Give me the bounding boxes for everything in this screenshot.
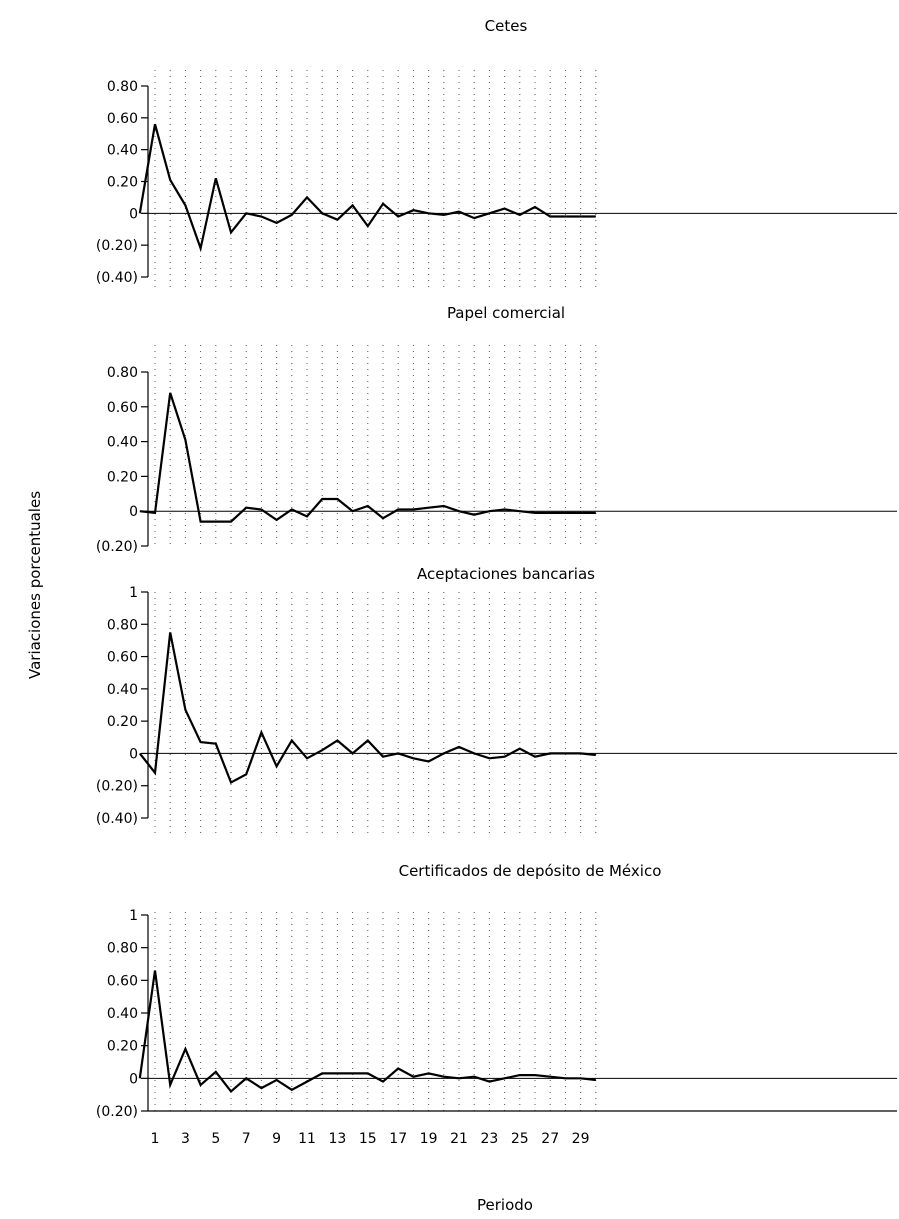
x-axis-ticks: 1 3 5 7 9 11 13 15 17 19 21 23 25 27 29 [151, 1131, 590, 1147]
y-axis-label: Variaciones porcentuales [26, 491, 44, 679]
y-tick-label: 0.20 [107, 714, 138, 730]
x-axis-label: Periodo [477, 1196, 533, 1214]
y-tick-label: 0 [129, 1071, 138, 1087]
y-tick-label: 0 [129, 206, 138, 222]
y-tick-label: 0.20 [107, 175, 138, 191]
y-tick-label: 0.40 [107, 682, 138, 698]
x-tick-label: 1 [151, 1131, 160, 1147]
x-tick-label: 9 [272, 1131, 281, 1147]
y-tick-label: 0 [129, 504, 138, 520]
x-tick-label: 21 [450, 1131, 468, 1147]
x-tick-label: 13 [328, 1131, 346, 1147]
y-tick-label: 0.60 [107, 973, 138, 989]
panel-papel-comercial: Papel comercial 0.80 0.60 0.40 0.20 0 (0.20) [96, 304, 897, 555]
series-line [138, 632, 596, 785]
x-tick-label: 19 [420, 1131, 438, 1147]
panel-cetes: Cetes 0.80 0.60 0.40 0.20 0 (0.20) (0.40) [96, 17, 897, 288]
x-tick-label: 11 [298, 1131, 316, 1147]
series-line [138, 123, 596, 253]
y-tick-label: (0.20) [96, 1104, 138, 1120]
panel-title: Certificados de depósito de México [399, 862, 662, 880]
y-tick-label: (0.20) [96, 238, 138, 254]
panel-title: Aceptaciones bancarias [417, 565, 595, 583]
x-tick-label: 15 [359, 1131, 377, 1147]
panel-title: Cetes [485, 17, 528, 35]
y-tick-label: 0.80 [107, 365, 138, 381]
y-tick-label: 0.40 [107, 1006, 138, 1022]
y-tick-label: 0.20 [107, 1039, 138, 1055]
x-tick-label: 29 [572, 1131, 590, 1147]
x-tick-label: 7 [242, 1131, 251, 1147]
x-tick-label: 17 [389, 1131, 407, 1147]
x-tick-label: 27 [541, 1131, 559, 1147]
y-tick-label: (0.20) [96, 539, 138, 555]
y-tick-label: 0.40 [107, 435, 138, 451]
x-tick-label: 3 [181, 1131, 190, 1147]
series-line [138, 970, 596, 1093]
panel-aceptaciones-bancarias: Aceptaciones bancarias 1 0.80 0.60 0.40 0.20 0… [96, 565, 897, 835]
y-tick-label: 0 [129, 746, 138, 762]
y-tick-label: 0.40 [107, 143, 138, 159]
series-line [139, 392, 596, 523]
y-tick-label: 0.80 [107, 617, 138, 633]
y-tick-label: 0.60 [107, 111, 138, 127]
y-tick-label: 0.20 [107, 469, 138, 485]
x-tick-label: 5 [211, 1131, 220, 1147]
x-tick-label: 23 [480, 1131, 498, 1147]
y-tick-label: 1 [129, 908, 138, 924]
y-tick-label: 0.80 [107, 941, 138, 957]
y-tick-label: 0.60 [107, 650, 138, 666]
y-tick-label: 0.80 [107, 79, 138, 95]
y-tick-label: 1 [129, 585, 138, 601]
y-tick-label: (0.40) [96, 270, 138, 286]
x-tick-label: 25 [511, 1131, 529, 1147]
y-tick-label: (0.20) [96, 779, 138, 795]
panel-certificados-deposito: Certificados de depósito de México 1 0.80 0… [96, 862, 897, 1120]
panel-title: Papel comercial [447, 304, 565, 322]
y-tick-label: (0.40) [96, 811, 138, 827]
y-tick-label: 0.60 [107, 400, 138, 416]
